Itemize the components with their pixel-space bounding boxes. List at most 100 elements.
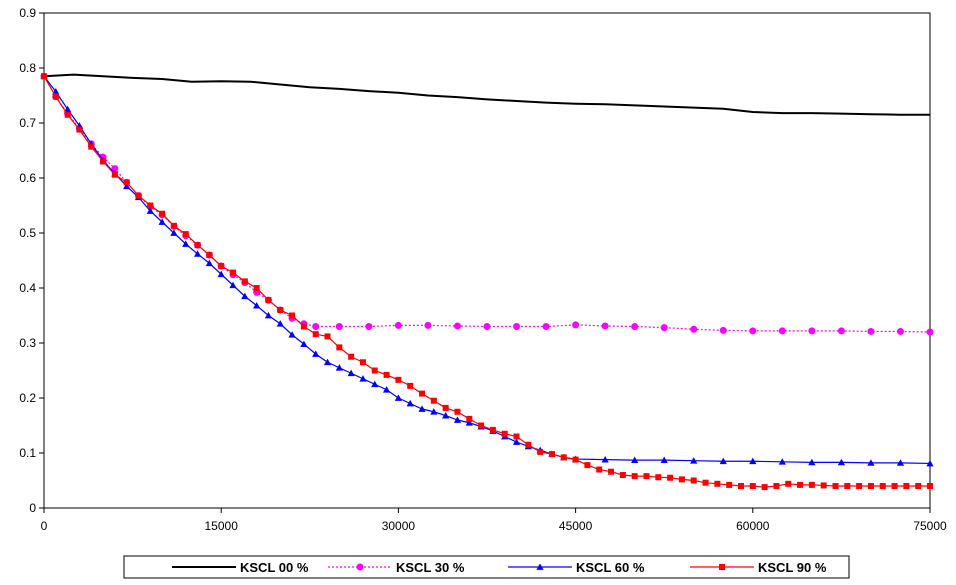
data-point [608,468,615,475]
data-point [537,448,544,455]
data-point [64,105,72,113]
data-point [41,73,47,80]
y-tick-label: 0.4 [19,281,36,295]
data-point [596,466,603,473]
data-point [230,269,237,276]
data-point [489,426,496,433]
series-line-kscl-60 [43,75,931,465]
data-point [407,382,414,389]
y-tick-label: 0.8 [19,61,36,75]
data-point [548,451,555,458]
data-point [288,331,296,338]
data-point [453,322,461,330]
data-point [560,454,567,461]
y-tick-label: 0.7 [19,116,36,130]
data-point [347,369,355,377]
legend-label: KSCL 30 % [396,560,465,575]
data-point [719,326,727,334]
data-point [170,222,177,229]
legend-label: KSCL 00 % [240,560,309,575]
axes: 0 0.1 0.2 0.3 0.4 0.5 0.6 0.7 0.8 0.9 0 15000 30000 4… [19,6,947,533]
data-point [430,397,437,404]
data-point [601,322,609,330]
data-point [714,480,721,487]
data-point [737,483,744,489]
data-point [442,404,449,411]
data-point [631,323,639,330]
y-tick-label: 0 [29,501,36,515]
data-point [206,252,213,258]
data-point [159,210,166,217]
data-point [512,438,521,445]
data-point [778,327,786,335]
data-point [312,323,320,330]
data-point [336,344,343,351]
data-point [808,481,815,488]
data-point [382,386,391,393]
series-line-kscl-90 [43,75,930,488]
data-point [856,483,863,489]
data-point [64,111,71,118]
series-kscl-00 [43,73,930,116]
data-point [193,250,202,257]
data-point [394,394,402,401]
data-point [619,472,626,478]
data-point [513,433,520,440]
data-point [867,327,875,335]
x-tick-label: 45000 [559,519,593,533]
data-point [761,484,768,491]
data-point [371,367,378,374]
data-point [111,171,118,178]
y-tick-label: 0.1 [19,446,36,460]
data-point [820,482,827,489]
data-point [52,93,59,100]
data-point [643,473,650,480]
data-point [749,327,757,335]
data-point [146,207,154,214]
data-point [808,327,816,335]
data-point [926,459,934,467]
data-point [513,323,521,330]
data-point [867,483,874,489]
series-kscl-90 [41,73,933,491]
data-point [844,483,851,489]
data-point [726,481,733,488]
data-point [690,457,698,464]
data-point [253,285,260,291]
data-point [690,325,698,333]
data-point [371,380,379,388]
data-point [572,456,579,463]
data-point [749,457,757,465]
data-point [323,358,332,366]
data-point [300,323,307,330]
data-point [289,312,296,319]
data-point [395,376,402,383]
data-point [335,364,343,371]
data-point [424,321,432,329]
y-tick-label: 0.5 [19,226,36,240]
data-point [418,405,426,412]
data-point [253,302,261,309]
x-tick-label: 75000 [913,519,947,533]
series-line-kscl-00 [43,73,930,116]
data-point [406,399,414,407]
data-point [837,327,845,335]
data-point [631,473,638,480]
data-point [147,202,154,209]
data-point [501,430,508,437]
data-point [542,323,550,330]
data-point [660,324,668,332]
legend-box [123,555,850,579]
data-point [383,371,390,378]
data-point [778,458,786,465]
data-point [182,240,190,247]
data-point [915,483,922,489]
data-point [678,476,685,483]
data-point [300,340,308,347]
y-tick-label: 0.6 [19,171,36,185]
data-point [419,390,426,397]
data-point [430,408,438,415]
data-point [879,483,886,489]
data-point [660,456,668,464]
y-tick-label: 0.9 [19,6,36,20]
